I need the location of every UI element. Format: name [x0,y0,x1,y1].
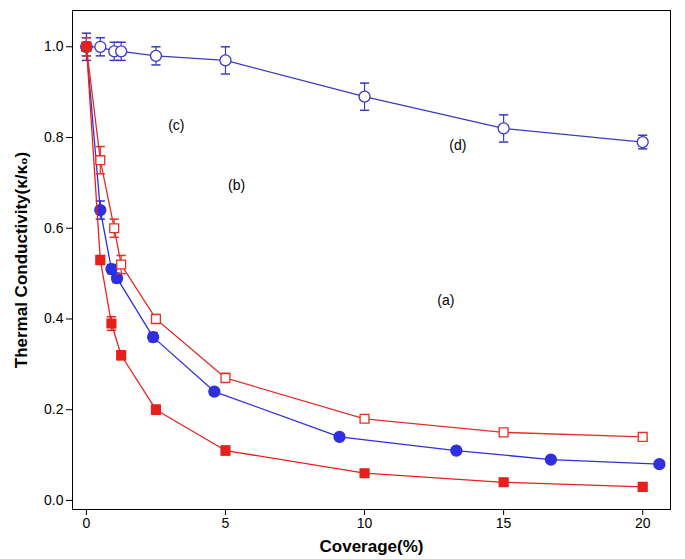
svg-text:Thermal Conductivity(κ/κ₀): Thermal Conductivity(κ/κ₀) [12,152,31,368]
svg-text:0.8: 0.8 [44,129,64,145]
svg-text:(d): (d) [449,137,466,153]
svg-text:0.2: 0.2 [44,401,64,417]
svg-text:0.0: 0.0 [44,492,64,508]
svg-text:1.0: 1.0 [44,38,64,54]
svg-text:(a): (a) [437,292,454,308]
svg-text:10: 10 [357,515,373,531]
svg-text:0.6: 0.6 [44,220,64,236]
svg-text:(b): (b) [228,177,245,193]
svg-text:0: 0 [83,515,91,531]
svg-text:5: 5 [222,515,230,531]
svg-text:20: 20 [635,515,651,531]
svg-text:15: 15 [496,515,512,531]
svg-text:0.4: 0.4 [44,310,64,326]
svg-text:Coverage(%): Coverage(%) [320,537,424,556]
svg-text:(c): (c) [168,117,184,133]
